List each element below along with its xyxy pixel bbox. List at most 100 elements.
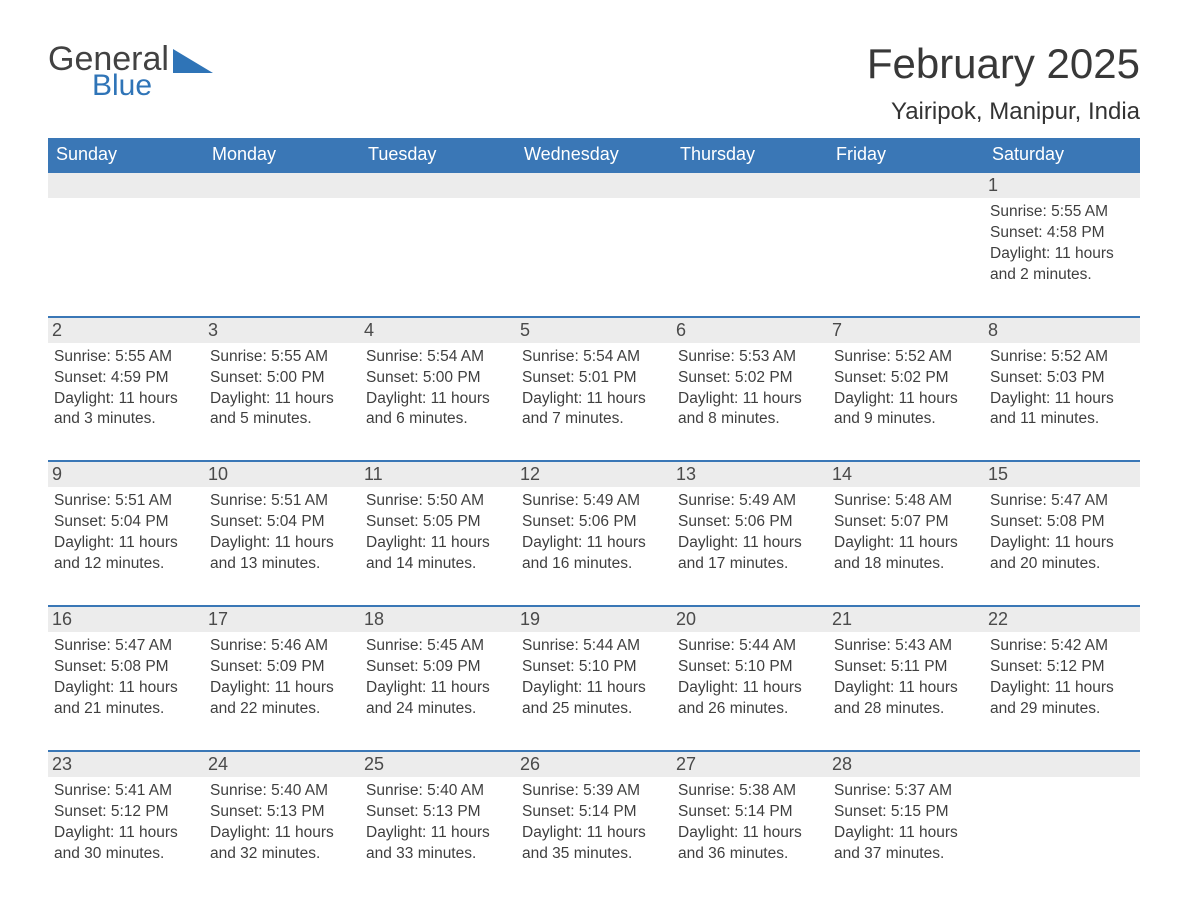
sunrise-line: Sunrise: 5:48 AM — [834, 491, 978, 512]
sunrise-line: Sunrise: 5:51 AM — [54, 491, 198, 512]
sunset-line: Sunset: 5:07 PM — [834, 512, 978, 533]
day-number: 25 — [360, 752, 516, 777]
sunrise-line: Sunrise: 5:40 AM — [210, 781, 354, 802]
sunrise-line: Sunrise: 5:52 AM — [834, 347, 978, 368]
sunset-line: Sunset: 5:12 PM — [54, 802, 198, 823]
day-cell: 22Sunrise: 5:42 AMSunset: 5:12 PMDayligh… — [984, 607, 1140, 720]
sunrise-line: Sunrise: 5:37 AM — [834, 781, 978, 802]
sunset-line: Sunset: 5:01 PM — [522, 368, 666, 389]
day-number: 26 — [516, 752, 672, 777]
sunset-line: Sunset: 5:05 PM — [366, 512, 510, 533]
week-row: 9 Sunrise: 5:51 AM Sunset: 5:04 PM Daylight… — [48, 460, 1140, 605]
day-number: 14 — [828, 462, 984, 487]
day-cell: 3Sunrise: 5:55 AMSunset: 5:00 PMDaylight… — [204, 318, 360, 431]
weekday-header-cell: Monday — [204, 138, 360, 173]
week-row: 23Sunrise: 5:41 AMSunset: 5:12 PMDayligh… — [48, 750, 1140, 895]
weekday-header-cell: Saturday — [984, 138, 1140, 173]
calendar: SundayMondayTuesdayWednesdayThursdayFrid… — [48, 138, 1140, 894]
sunset-line: Sunset: 5:14 PM — [522, 802, 666, 823]
day-cell: 27Sunrise: 5:38 AMSunset: 5:14 PMDayligh… — [672, 752, 828, 865]
daylight-line: Daylight: 11 hours and 29 minutes. — [990, 678, 1134, 720]
daylight-line: Daylight: 11 hours and 12 minutes. — [54, 533, 198, 575]
sunrise-line: Sunrise: 5:41 AM — [54, 781, 198, 802]
sunrise-line: Sunrise: 5:55 AM — [990, 202, 1134, 223]
day-number: 28 — [828, 752, 984, 777]
page-header: General Blue February 2025 Yairipok, Man… — [48, 40, 1140, 126]
day-number — [48, 173, 204, 198]
day-cell: 4Sunrise: 5:54 AMSunset: 5:00 PMDaylight… — [360, 318, 516, 431]
day-cell: 7Sunrise: 5:52 AMSunset: 5:02 PMDaylight… — [828, 318, 984, 431]
sunrise-line: Sunrise: 5:49 AM — [522, 491, 666, 512]
day-number — [672, 173, 828, 198]
sunset-line: Sunset: 5:03 PM — [990, 368, 1134, 389]
daylight-line: Daylight: 11 hours and 36 minutes. — [678, 823, 822, 865]
sunset-line: Sunset: 5:06 PM — [678, 512, 822, 533]
day-number: 2 — [48, 318, 204, 343]
sunset-line: Sunset: 5:08 PM — [990, 512, 1134, 533]
daylight-line: Daylight: 11 hours and 30 minutes. — [54, 823, 198, 865]
sunset-line: Sunset: 5:04 PM — [210, 512, 354, 533]
day-cell: 16 Sunrise: 5:47 AMSunset: 5:08 PMDayligh… — [48, 607, 204, 720]
sunrise-line: Sunrise: 5:43 AM — [834, 636, 978, 657]
daylight-line: Daylight: 11 hours and 28 minutes. — [834, 678, 978, 720]
day-cell: 24Sunrise: 5:40 AMSunset: 5:13 PMDayligh… — [204, 752, 360, 865]
day-number: 6 — [672, 318, 828, 343]
day-cell: 17Sunrise: 5:46 AMSunset: 5:09 PMDayligh… — [204, 607, 360, 720]
sunrise-line: Sunrise: 5:55 AM — [54, 347, 198, 368]
sunrise-line: Sunrise: 5:46 AM — [210, 636, 354, 657]
daylight-line: Daylight: 11 hours and 16 minutes. — [522, 533, 666, 575]
day-cell: 23 Sunrise: 5:41 AMSunset: 5:12 PMDayligh… — [48, 752, 204, 865]
day-number: 19 — [516, 607, 672, 632]
day-cell: 8Sunrise: 5:52 AMSunset: 5:03 PMDaylight… — [984, 318, 1140, 431]
week-row: 16Sunrise: 5:47 AMSunset: 5:08 PMDayligh… — [48, 605, 1140, 750]
day-cell — [360, 173, 516, 286]
sunrise-line: Sunrise: 5:50 AM — [366, 491, 510, 512]
day-number: 7 — [828, 318, 984, 343]
daylight-line: Daylight: 11 hours and 3 minutes. — [54, 389, 198, 431]
daylight-line: Daylight: 11 hours and 25 minutes. — [522, 678, 666, 720]
daylight-line: Daylight: 11 hours and 6 minutes. — [366, 389, 510, 431]
day-cell: 2 Sunrise: 5:55 AMSunset: 4:59 PMDaylight… — [48, 318, 204, 431]
sunrise-line: Sunrise: 5:47 AM — [54, 636, 198, 657]
day-number: 21 — [828, 607, 984, 632]
day-number: 17 — [204, 607, 360, 632]
sunrise-line: Sunrise: 5:45 AM — [366, 636, 510, 657]
sunset-line: Sunset: 4:59 PM — [54, 368, 198, 389]
sunrise-line: Sunrise: 5:54 AM — [366, 347, 510, 368]
calendar-body: 1Sunrise: 5:55 AMSunset: 4:58 PMDaylight… — [48, 173, 1140, 894]
sunrise-line: Sunrise: 5:53 AM — [678, 347, 822, 368]
day-cell: 10Sunrise: 5:51 AMSunset: 5:04 PMDayligh… — [204, 462, 360, 575]
weekday-header-cell: Wednesday — [516, 138, 672, 173]
sunrise-line: Sunrise: 5:42 AM — [990, 636, 1134, 657]
sunset-line: Sunset: 5:00 PM — [210, 368, 354, 389]
sunset-line: Sunset: 5:06 PM — [522, 512, 666, 533]
daylight-line: Daylight: 11 hours and 11 minutes. — [990, 389, 1134, 431]
sunset-line: Sunset: 5:11 PM — [834, 657, 978, 678]
sunset-line: Sunset: 5:15 PM — [834, 802, 978, 823]
day-number: 23 — [48, 752, 204, 777]
day-cell: 25Sunrise: 5:40 AMSunset: 5:13 PMDayligh… — [360, 752, 516, 865]
daylight-line: Daylight: 11 hours and 9 minutes. — [834, 389, 978, 431]
sunrise-line: Sunrise: 5:39 AM — [522, 781, 666, 802]
location: Yairipok, Manipur, India — [867, 98, 1140, 126]
day-number — [516, 173, 672, 198]
day-cell: 1Sunrise: 5:55 AMSunset: 4:58 PMDaylight… — [984, 173, 1140, 286]
sunset-line: Sunset: 5:08 PM — [54, 657, 198, 678]
day-cell: 11Sunrise: 5:50 AMSunset: 5:05 PMDayligh… — [360, 462, 516, 575]
day-cell: 26Sunrise: 5:39 AMSunset: 5:14 PMDayligh… — [516, 752, 672, 865]
daylight-line: Daylight: 11 hours and 17 minutes. — [678, 533, 822, 575]
week-row: 1Sunrise: 5:55 AMSunset: 4:58 PMDaylight… — [48, 173, 1140, 316]
day-number: 4 — [360, 318, 516, 343]
weekday-header-cell: Thursday — [672, 138, 828, 173]
day-number: 16 — [48, 607, 204, 632]
day-number: 5 — [516, 318, 672, 343]
daylight-line: Daylight: 11 hours and 5 minutes. — [210, 389, 354, 431]
daylight-line: Daylight: 11 hours and 21 minutes. — [54, 678, 198, 720]
day-cell: 20Sunrise: 5:44 AMSunset: 5:10 PMDayligh… — [672, 607, 828, 720]
day-number: 10 — [204, 462, 360, 487]
weekday-header-row: SundayMondayTuesdayWednesdayThursdayFrid… — [48, 138, 1140, 173]
day-cell — [48, 173, 204, 286]
day-number: 27 — [672, 752, 828, 777]
day-number: 9 — [48, 462, 204, 487]
day-number: 1 — [984, 173, 1140, 198]
